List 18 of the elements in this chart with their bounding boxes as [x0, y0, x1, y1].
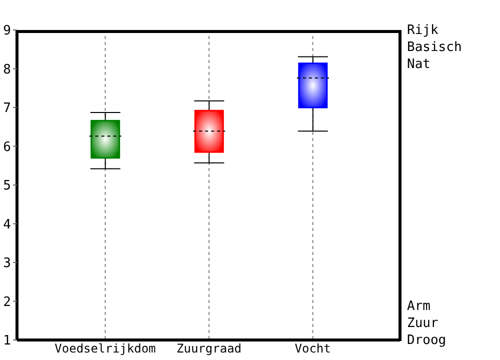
x-tick-label: Zuurgraad — [176, 342, 242, 356]
y-tick-label: 8 — [3, 62, 11, 78]
text: Nat — [407, 57, 430, 72]
y-tick-label: 1 — [3, 334, 11, 349]
y-tick-label: 5 — [3, 178, 11, 194]
y-tick-label: 2 — [3, 294, 11, 310]
y-tick-label: 9 — [3, 24, 11, 39]
text: Arm — [407, 299, 431, 314]
text: Basisch — [407, 40, 462, 55]
text: Rijk — [407, 23, 438, 38]
y-tick-label: 6 — [3, 140, 11, 155]
x-tick-label: Vocht — [294, 342, 331, 356]
text: Droog — [407, 333, 446, 348]
text: Zuur — [407, 316, 438, 331]
y-tick-label: 7 — [3, 101, 11, 116]
x-tick-label: Voedselrijkdom — [54, 342, 156, 356]
y-tick-label: 4 — [3, 217, 12, 232]
y-tick-label: 3 — [3, 256, 11, 272]
